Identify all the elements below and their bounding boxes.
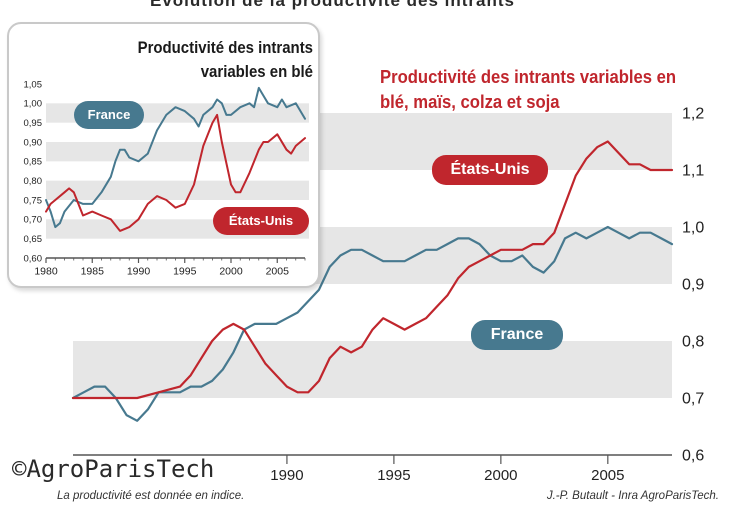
main-chart-title: Productivité des intrants variables en b… bbox=[380, 66, 677, 112]
x-tick-label: 2005 bbox=[591, 467, 624, 484]
inset-x-tick-label: 1980 bbox=[34, 266, 58, 278]
copyright-watermark: ©AgroParisTech bbox=[12, 455, 215, 483]
inset-grid-band bbox=[46, 142, 309, 162]
inset-y-tick-label: 0,75 bbox=[24, 195, 43, 206]
inset-panel: 1980 1985 1990 1995 2000 2005 0,60 0,65 0,70 0,75… bbox=[7, 22, 320, 288]
inset-y-tick-label: 0,60 bbox=[24, 253, 43, 264]
inset-grid-band bbox=[46, 180, 309, 200]
inset-usa-series-label: États-Unis bbox=[213, 207, 309, 235]
inset-x-tick-label: 1990 bbox=[127, 266, 151, 278]
inset-chart-title: Productivité des intrants variables en b… bbox=[137, 38, 313, 81]
inset-france-series-label: France bbox=[74, 101, 144, 129]
inset-x-tick-label: 2005 bbox=[266, 266, 290, 278]
inset-france-line bbox=[45, 86, 306, 229]
y-tick-label: 0,7 bbox=[682, 391, 704, 408]
x-tick-label: 1995 bbox=[377, 467, 410, 484]
x-tick-label: 1990 bbox=[270, 467, 303, 484]
y-tick-label: 0,8 bbox=[682, 334, 704, 351]
usa-series-label: États-Unis bbox=[432, 155, 548, 185]
figure-title-cut: Évolution de la productivité des intrant… bbox=[150, 0, 515, 10]
inset-y-tick-label: 1,00 bbox=[24, 99, 43, 110]
y-tick-label: 0,9 bbox=[682, 277, 704, 294]
inset-y-tick-label: 0,90 bbox=[24, 137, 43, 148]
y-tick-label: 0,6 bbox=[682, 448, 704, 465]
inset-y-tick-label: 1,05 bbox=[24, 79, 43, 90]
france-series-label: France bbox=[471, 320, 563, 350]
y-tick-label: 1,0 bbox=[682, 220, 704, 237]
y-tick-label: 1,2 bbox=[682, 106, 704, 123]
inset-y-tick-label: 0,85 bbox=[24, 157, 43, 168]
inset-x-tick-label: 2000 bbox=[219, 266, 243, 278]
x-tick-label: 2000 bbox=[484, 467, 517, 484]
usa-line bbox=[71, 140, 674, 400]
source-credit: J.-P. Butault - Inra AgroParisTech. bbox=[546, 490, 719, 502]
inset-usa-line bbox=[45, 113, 306, 232]
inset-y-tick-label: 0,80 bbox=[24, 176, 43, 187]
france-line bbox=[71, 225, 674, 422]
inset-x-tick-label: 1995 bbox=[173, 266, 197, 278]
inset-x-tick-label: 1985 bbox=[81, 266, 105, 278]
y-tick-label: 1,1 bbox=[682, 163, 704, 180]
inset-y-tick-label: 0,70 bbox=[24, 215, 43, 226]
grid-band bbox=[73, 341, 672, 398]
footnote: La productivité est donnée en indice. bbox=[57, 490, 245, 502]
inset-y-tick-label: 0,65 bbox=[24, 234, 43, 245]
inset-y-tick-label: 0,95 bbox=[24, 118, 43, 129]
